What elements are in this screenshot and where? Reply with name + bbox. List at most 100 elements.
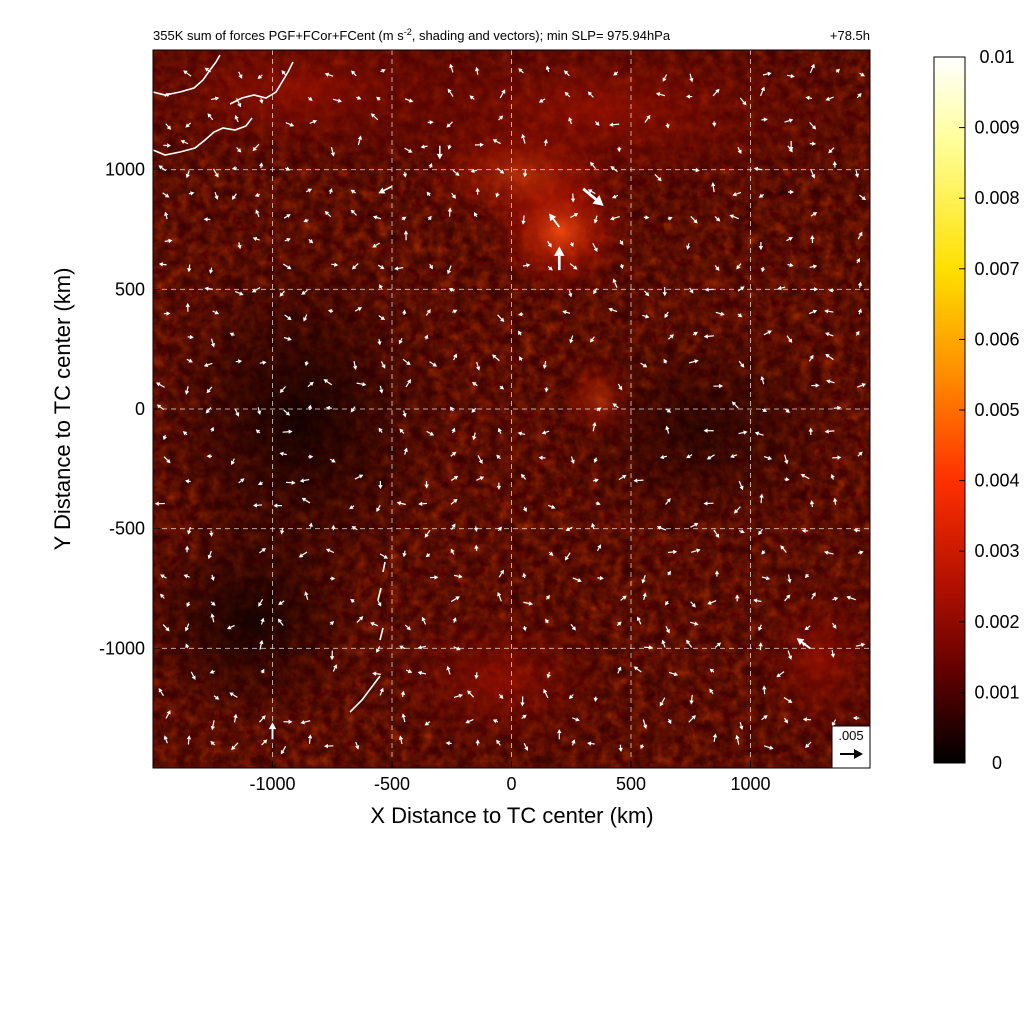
force-vector bbox=[739, 97, 747, 106]
force-vector bbox=[402, 410, 407, 418]
force-vector bbox=[209, 530, 214, 537]
force-vector bbox=[281, 70, 287, 77]
force-vector bbox=[400, 690, 406, 697]
force-vector bbox=[521, 215, 526, 225]
force-vector bbox=[571, 739, 576, 746]
force-vector bbox=[496, 739, 501, 746]
reference-vector-label: .005 bbox=[838, 728, 863, 743]
force-vector bbox=[356, 616, 364, 623]
force-vector bbox=[402, 309, 407, 316]
force-vector bbox=[805, 95, 813, 101]
force-vector bbox=[592, 242, 598, 253]
force-vector bbox=[810, 169, 816, 179]
force-vector bbox=[784, 477, 790, 482]
force-vector bbox=[804, 625, 811, 631]
force-vector bbox=[158, 262, 167, 267]
force-vector bbox=[824, 429, 835, 434]
force-vector bbox=[498, 693, 504, 699]
force-vector bbox=[350, 209, 357, 216]
force-vector bbox=[445, 741, 452, 746]
force-vector bbox=[758, 624, 763, 632]
force-vector bbox=[182, 431, 188, 436]
force-vector bbox=[801, 528, 809, 534]
force-vector bbox=[711, 182, 716, 193]
force-vector bbox=[474, 66, 480, 75]
force-vector bbox=[763, 745, 774, 750]
force-vector bbox=[282, 429, 293, 434]
force-vector bbox=[522, 263, 531, 268]
force-vector bbox=[758, 193, 765, 198]
force-vector bbox=[420, 144, 428, 149]
force-vector bbox=[783, 717, 788, 724]
force-vector bbox=[474, 142, 484, 148]
force-vector bbox=[163, 735, 168, 744]
force-vector bbox=[732, 191, 742, 197]
force-vector bbox=[582, 187, 604, 206]
force-vector bbox=[545, 618, 550, 624]
force-vector bbox=[610, 166, 618, 173]
force-vector bbox=[665, 626, 670, 634]
force-vector bbox=[425, 309, 431, 316]
force-vector bbox=[593, 457, 598, 463]
force-vector bbox=[786, 335, 793, 343]
force-vector bbox=[690, 522, 699, 528]
force-vector bbox=[686, 243, 691, 250]
force-vector bbox=[299, 478, 310, 483]
force-vector bbox=[668, 671, 679, 677]
force-vector bbox=[212, 310, 220, 315]
force-vector bbox=[859, 194, 867, 201]
force-vector bbox=[450, 498, 458, 505]
force-vector bbox=[163, 143, 172, 148]
force-vector bbox=[470, 168, 478, 173]
force-vector bbox=[569, 335, 574, 344]
force-vector bbox=[252, 503, 263, 508]
force-vector bbox=[564, 552, 571, 561]
force-vector bbox=[703, 501, 714, 506]
force-vector bbox=[738, 480, 744, 491]
force-vector bbox=[659, 697, 666, 707]
force-vector bbox=[379, 687, 384, 696]
force-vector bbox=[330, 576, 336, 581]
colorbar-tick-label: 0.01 bbox=[979, 47, 1014, 67]
force-vector bbox=[206, 454, 212, 459]
force-vector bbox=[304, 361, 309, 367]
force-vector bbox=[809, 500, 815, 508]
force-vector bbox=[548, 551, 554, 556]
force-vector bbox=[376, 504, 381, 513]
force-vector bbox=[830, 649, 836, 658]
y-tick-label: 1000 bbox=[105, 160, 145, 180]
force-vector bbox=[545, 594, 550, 600]
force-vector bbox=[452, 617, 457, 623]
x-tick-label: -1000 bbox=[249, 774, 295, 794]
force-vector bbox=[825, 96, 834, 101]
force-vector bbox=[376, 96, 381, 101]
force-vector bbox=[736, 263, 742, 270]
force-vector bbox=[474, 544, 479, 552]
colorbar-tick-label: 0.003 bbox=[974, 541, 1019, 561]
force-vector bbox=[471, 407, 477, 413]
force-vector bbox=[810, 235, 815, 244]
force-vector bbox=[825, 332, 834, 337]
force-vector bbox=[355, 741, 360, 750]
force-vector bbox=[268, 722, 277, 740]
force-vector bbox=[424, 334, 429, 340]
force-vector bbox=[210, 338, 216, 348]
force-vector bbox=[370, 622, 379, 627]
force-vector bbox=[378, 185, 393, 194]
force-vector bbox=[190, 671, 196, 680]
force-vector bbox=[787, 262, 794, 268]
force-vector bbox=[284, 237, 291, 243]
force-vector bbox=[809, 121, 817, 130]
force-vector bbox=[640, 744, 645, 750]
force-vector bbox=[204, 67, 211, 73]
force-vector bbox=[283, 214, 291, 219]
force-vector bbox=[303, 218, 309, 223]
force-vector bbox=[570, 456, 575, 464]
force-vector bbox=[469, 95, 475, 100]
force-vector bbox=[563, 70, 570, 77]
force-vector bbox=[203, 217, 211, 222]
chart-title: 355K sum of forces PGF+FCor+FCent (m s-2… bbox=[153, 27, 671, 43]
force-vector bbox=[285, 122, 295, 127]
force-vector bbox=[350, 189, 356, 194]
force-vector bbox=[498, 569, 504, 578]
